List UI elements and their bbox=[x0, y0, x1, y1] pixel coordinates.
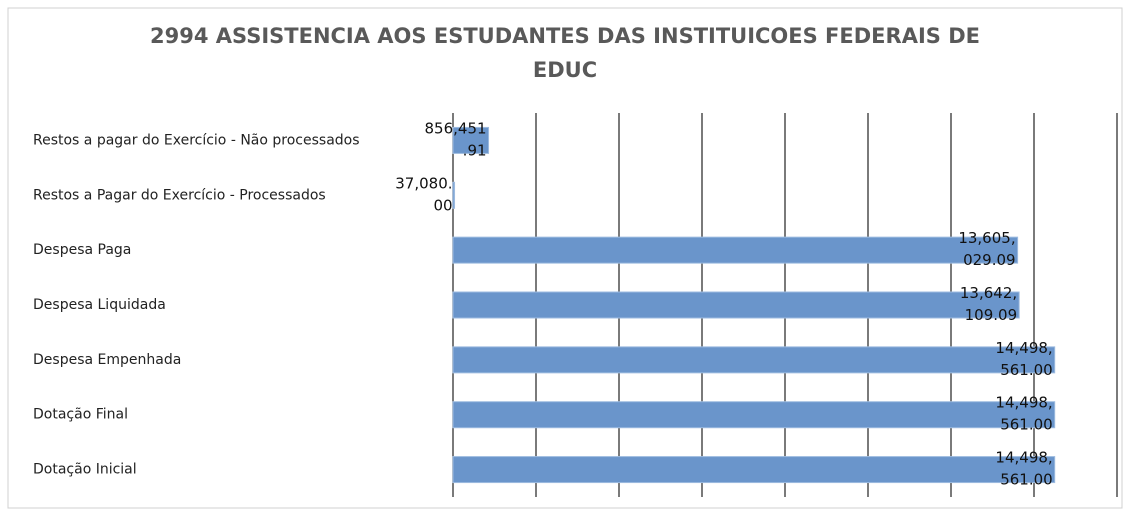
value-label: 14,498, 561.00 bbox=[995, 338, 1052, 378]
value-label: 856,451.91 bbox=[425, 119, 487, 159]
category-label: Restos a Pagar do Exercício - Processado… bbox=[33, 187, 326, 203]
value-label: 13,642, 109.09 bbox=[960, 284, 1017, 324]
category-label: Despesa Empenhada bbox=[33, 352, 181, 368]
chart-title-text: 2994 ASSISTENCIA AOS ESTUDANTES DAS INST… bbox=[150, 24, 980, 82]
bar bbox=[452, 236, 1019, 264]
value-label: 14,498, 561.00 bbox=[995, 393, 1052, 433]
bar bbox=[452, 291, 1020, 319]
category-label: Dotação Inicial bbox=[33, 462, 137, 478]
chart-title: 2994 ASSISTENCIA AOS ESTUDANTES DAS INST… bbox=[150, 24, 980, 82]
bar bbox=[452, 126, 490, 154]
bar bbox=[452, 346, 1056, 374]
category-label: Dotação Final bbox=[33, 407, 128, 423]
category-label: Despesa Paga bbox=[33, 242, 131, 258]
category-label: Despesa Liquidada bbox=[33, 297, 166, 313]
value-label: 13,605, 029.09 bbox=[958, 229, 1015, 269]
bar bbox=[452, 456, 1056, 484]
bar bbox=[452, 181, 456, 209]
bar bbox=[452, 401, 1056, 429]
value-label: 37,080. 00 bbox=[395, 174, 452, 214]
category-label: Restos a pagar do Exercício - Não proces… bbox=[33, 132, 360, 148]
value-label: 14,498, 561.00 bbox=[995, 448, 1052, 488]
